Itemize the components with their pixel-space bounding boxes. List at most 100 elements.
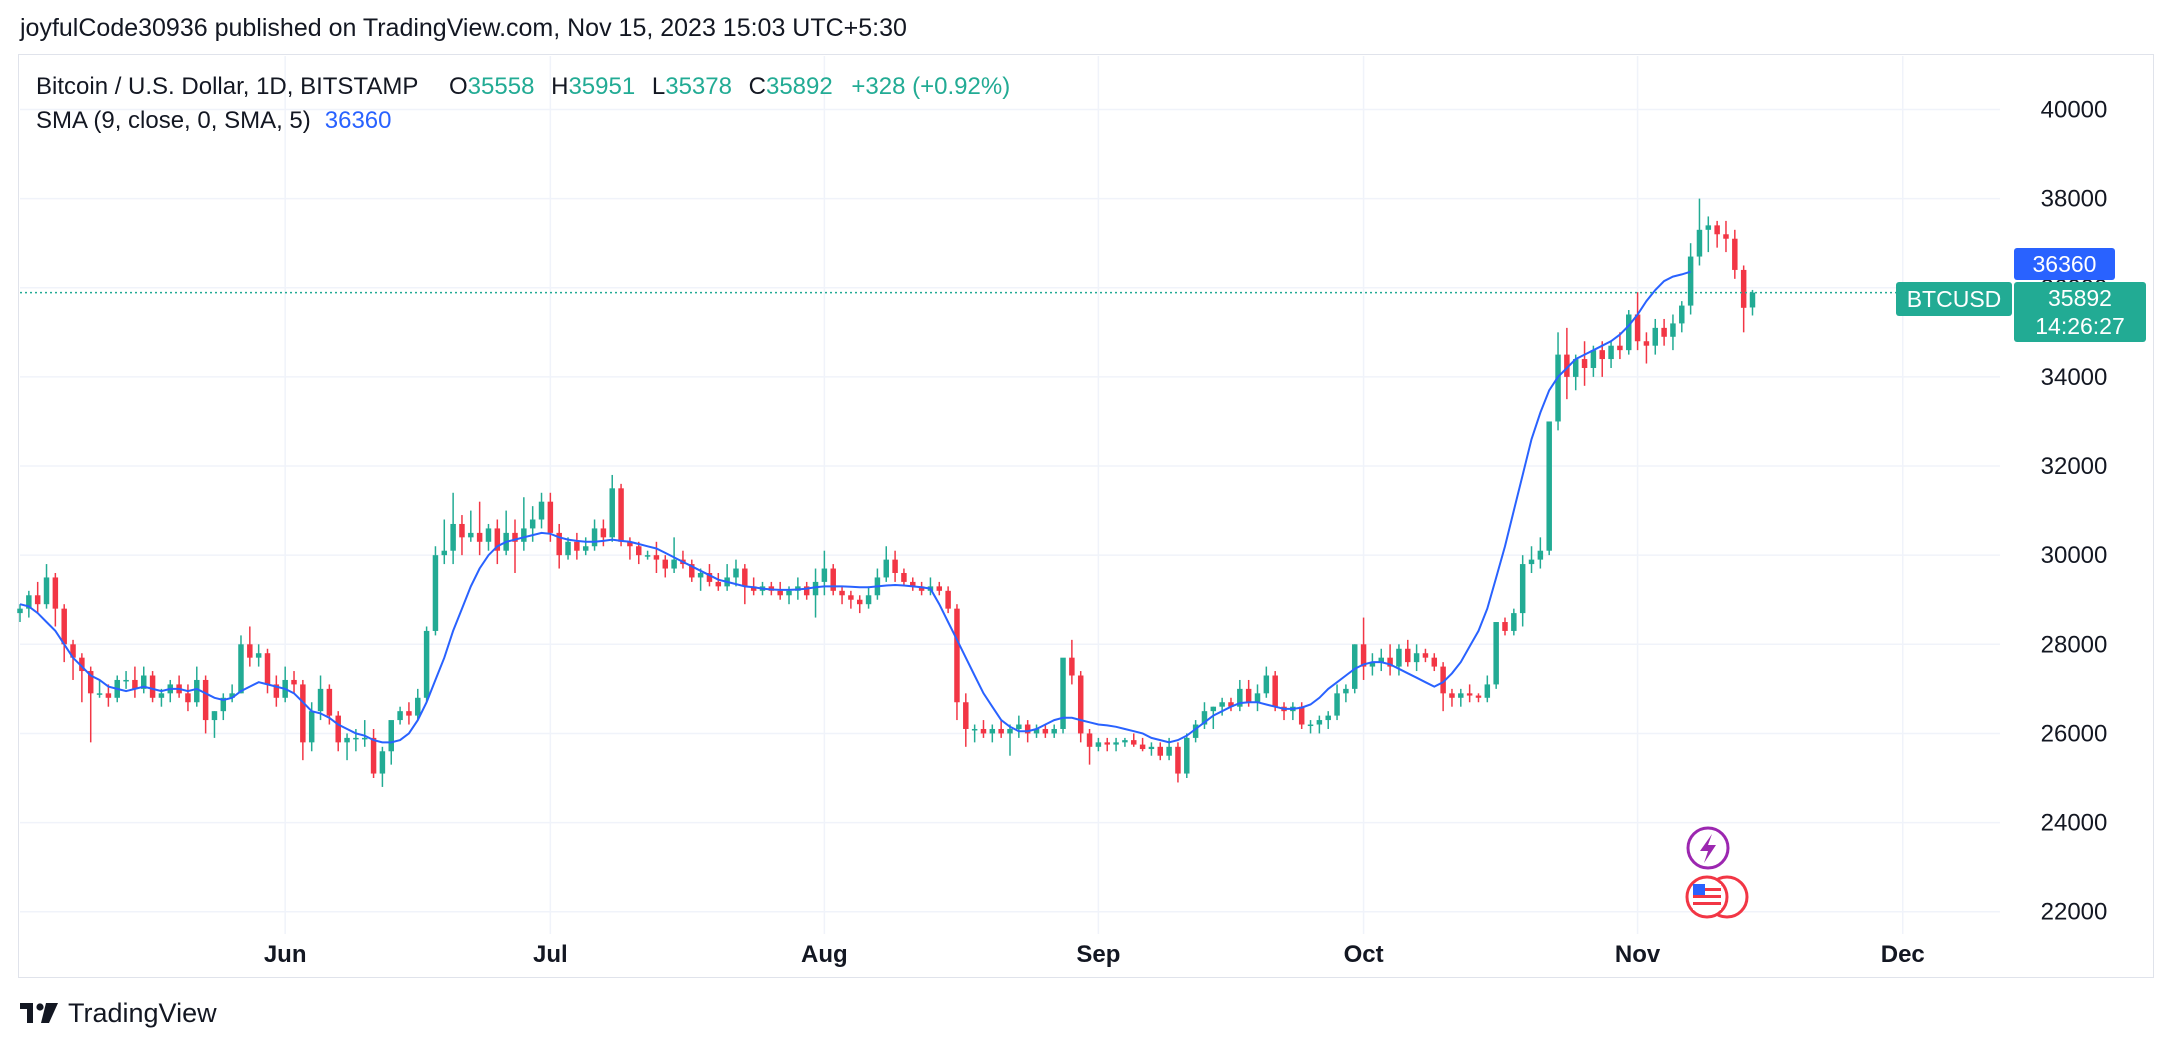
- candle: [1219, 697, 1225, 716]
- candle: [1493, 622, 1499, 689]
- candle-body: [1157, 746, 1164, 756]
- candle: [503, 510, 509, 556]
- candle-body: [229, 693, 235, 698]
- candle-body: [1351, 644, 1358, 689]
- candle-body: [1086, 733, 1093, 747]
- candle: [1175, 742, 1181, 783]
- candle: [335, 711, 341, 752]
- candle-body: [1475, 695, 1482, 698]
- candle: [892, 550, 898, 582]
- candle: [87, 666, 94, 743]
- candle-body: [87, 671, 94, 694]
- candle: [1484, 675, 1491, 703]
- candle: [989, 724, 996, 743]
- candle: [1634, 292, 1641, 351]
- candle: [141, 666, 147, 694]
- candle-body: [1060, 657, 1066, 729]
- y-tick-label: 22000: [2041, 899, 2108, 926]
- candle: [1661, 318, 1667, 346]
- candle-body: [1113, 742, 1119, 745]
- candle-body: [158, 693, 165, 698]
- candle: [1396, 644, 1402, 676]
- y-axis-ticks: 2200024000260002800030000320003400036000…: [2041, 96, 2108, 925]
- candle-body: [918, 586, 925, 591]
- candle: [618, 483, 624, 547]
- candle: [361, 720, 368, 747]
- candle: [1519, 555, 1526, 627]
- tradingview-logo-icon[interactable]: [20, 1002, 58, 1025]
- candle: [600, 519, 607, 547]
- candle: [883, 546, 889, 582]
- candle-body: [353, 737, 359, 740]
- candle: [556, 523, 562, 569]
- high-value: 35951: [568, 73, 636, 100]
- candle-body: [397, 711, 403, 721]
- candle-body: [609, 488, 615, 538]
- candle: [176, 675, 182, 698]
- candle: [1626, 310, 1632, 355]
- candle: [79, 653, 85, 703]
- candle-body: [61, 608, 67, 645]
- candle: [821, 550, 828, 596]
- y-tick-label: 24000: [2041, 810, 2108, 837]
- candle: [1360, 617, 1367, 680]
- candle: [1131, 733, 1137, 747]
- candle-body: [1705, 225, 1712, 230]
- candle-body: [1131, 740, 1137, 745]
- candle-body: [1740, 269, 1747, 308]
- candle-body: [1104, 742, 1110, 745]
- candle: [1228, 697, 1234, 712]
- candle-body: [1670, 323, 1676, 337]
- candle-body: [574, 541, 580, 551]
- x-tick-label: Jul: [533, 941, 568, 968]
- candle-body: [1572, 359, 1579, 377]
- candle-body: [468, 532, 474, 538]
- candle: [945, 586, 951, 614]
- candle-body: [1210, 706, 1217, 712]
- candle: [52, 572, 59, 627]
- candle: [1387, 644, 1393, 676]
- candle: [1201, 702, 1208, 729]
- events-layer: [1685, 826, 1749, 919]
- candle-body: [512, 532, 518, 542]
- symbol-legend-row[interactable]: Bitcoin / U.S. Dollar, 1D, BITSTAMP O355…: [36, 70, 1010, 104]
- y-tick-label: 32000: [2041, 453, 2108, 480]
- chart-legend: Bitcoin / U.S. Dollar, 1D, BITSTAMP O355…: [36, 70, 1010, 138]
- candle-body: [521, 528, 527, 542]
- candle: [1564, 327, 1570, 400]
- candle: [34, 581, 41, 614]
- candle-body: [556, 532, 562, 556]
- candle: [1184, 733, 1190, 779]
- candle-body: [742, 568, 748, 587]
- symbol-price-tag: BTCUSD: [1896, 282, 2012, 316]
- candle: [689, 559, 695, 582]
- chart-frame[interactable]: [18, 54, 2154, 978]
- sma-value: 36360: [324, 107, 392, 134]
- candle-body: [1608, 345, 1614, 360]
- candle-body: [1166, 746, 1172, 756]
- candle: [1148, 742, 1155, 756]
- candle-body: [998, 728, 1004, 734]
- candle: [1528, 546, 1535, 573]
- candle-body: [618, 488, 624, 542]
- candle-body: [1051, 728, 1057, 734]
- candle-body: [26, 595, 32, 609]
- candle-body: [1458, 693, 1464, 698]
- x-tick-label: Aug: [801, 941, 848, 968]
- candle-body: [653, 555, 660, 560]
- sma-legend-row[interactable]: SMA (9, close, 0, SMA, 5) 36360: [36, 104, 1010, 138]
- candle-body: [370, 737, 377, 774]
- symbol-title: Bitcoin / U.S. Dollar, 1D, BITSTAMP: [36, 73, 419, 100]
- candle-body: [194, 679, 200, 703]
- tradingview-brand[interactable]: TradingView: [68, 998, 217, 1028]
- candle: [476, 501, 483, 556]
- candle-body: [1378, 657, 1384, 663]
- candle-body: [1626, 314, 1632, 351]
- candle: [830, 564, 836, 596]
- candle-body: [1466, 693, 1473, 696]
- candle: [971, 724, 978, 743]
- candle: [538, 492, 545, 529]
- candle-body: [494, 528, 501, 551]
- candle-body: [600, 528, 607, 538]
